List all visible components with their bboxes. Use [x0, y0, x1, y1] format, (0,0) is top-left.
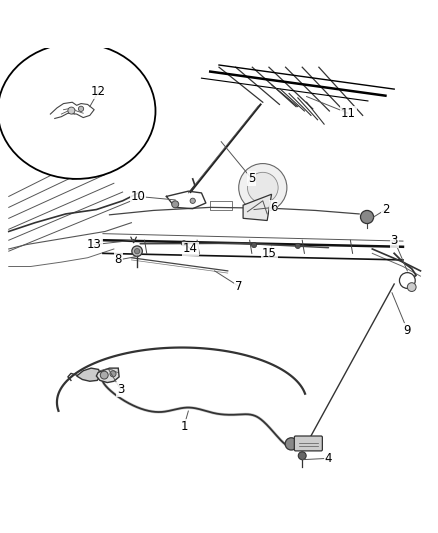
Circle shape	[247, 172, 278, 203]
Circle shape	[78, 106, 84, 111]
Circle shape	[134, 248, 140, 254]
Text: 5: 5	[248, 172, 255, 185]
Text: 1: 1	[180, 420, 188, 433]
Circle shape	[239, 164, 287, 212]
Circle shape	[295, 243, 300, 248]
FancyBboxPatch shape	[294, 436, 322, 451]
Circle shape	[298, 452, 306, 459]
Circle shape	[100, 371, 108, 379]
Polygon shape	[96, 368, 119, 383]
Text: 8: 8	[115, 253, 122, 266]
Circle shape	[172, 201, 179, 208]
Text: 11: 11	[341, 107, 356, 120]
Polygon shape	[243, 194, 272, 221]
Text: 10: 10	[131, 190, 145, 203]
Circle shape	[68, 107, 75, 114]
Text: 7: 7	[235, 280, 243, 293]
Polygon shape	[77, 368, 101, 381]
Circle shape	[181, 241, 187, 246]
Text: 3: 3	[391, 233, 398, 247]
Text: 9: 9	[403, 324, 411, 336]
Text: 2: 2	[381, 203, 389, 216]
Circle shape	[407, 282, 416, 292]
Circle shape	[360, 211, 374, 223]
Text: 13: 13	[87, 238, 102, 251]
Ellipse shape	[0, 43, 155, 179]
Text: 3: 3	[117, 383, 124, 395]
Circle shape	[190, 198, 195, 204]
Text: 4: 4	[325, 452, 332, 465]
Text: 14: 14	[183, 243, 198, 255]
Circle shape	[132, 246, 142, 256]
Circle shape	[251, 243, 257, 248]
Text: 15: 15	[262, 247, 277, 260]
Text: 6: 6	[270, 201, 278, 214]
Text: 12: 12	[91, 85, 106, 98]
Circle shape	[285, 438, 297, 450]
Circle shape	[399, 273, 415, 288]
Circle shape	[110, 371, 116, 377]
